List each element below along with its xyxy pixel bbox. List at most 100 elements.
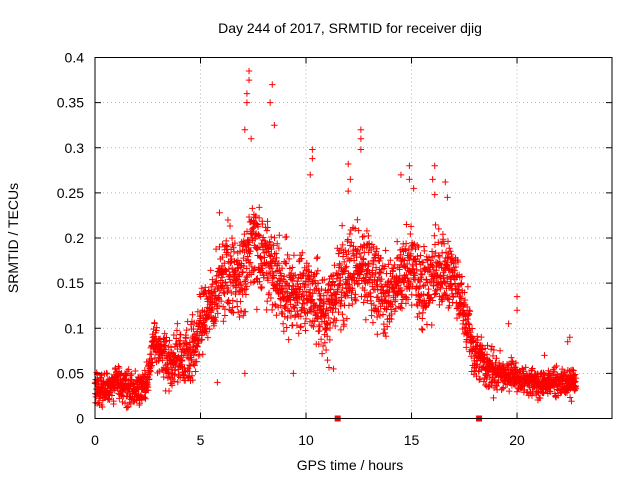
data-point [444,254,451,261]
data-point [105,395,113,402]
data-point [278,265,286,272]
data-point [186,361,193,369]
data-point [346,281,353,288]
data-point [253,245,260,252]
data-point [318,285,325,293]
data-point [297,313,305,320]
data-point [377,269,384,276]
data-point [349,287,356,294]
data-point [256,278,263,285]
data-point [466,307,473,314]
data-point [230,309,237,316]
data-point [241,126,249,133]
axis-ticks: 0 5 10 15 20 0 0.05 0.1 0.15 0.2 0.25 0.3 0.35 0.4 [57,50,612,448]
data-point [188,356,195,364]
data-point [322,325,330,332]
data-point [387,257,394,264]
data-point [373,245,380,252]
data-point [418,325,426,333]
data-point [550,369,558,377]
data-point [194,308,202,315]
data-point [458,279,465,287]
data-point [326,319,334,327]
data-point [541,371,548,378]
data-point [221,312,229,319]
data-point [390,265,397,272]
data-point [264,277,272,284]
data-point [373,313,381,321]
data-point [487,346,495,353]
data-point [333,275,341,282]
data-point [432,290,440,297]
data-point [400,279,408,286]
data-point [568,398,575,405]
data-point [270,242,277,249]
y-tick-label: 0.3 [65,140,85,156]
data-point [273,311,280,319]
data-point [511,364,518,372]
data-point [432,221,439,229]
data-point [290,252,298,259]
data-point [244,272,251,280]
data-point [245,213,253,221]
data-point [404,274,411,282]
data-point [198,285,206,292]
data-point [252,212,260,220]
data-point [168,382,176,389]
data-point [468,325,476,332]
data-point [148,355,155,363]
data-point [463,344,470,351]
data-point [242,276,249,284]
data-point [160,373,167,381]
data-point [344,237,351,245]
data-point [271,234,278,241]
data-point [442,291,449,298]
data-point [439,296,446,303]
data-point [241,286,248,294]
data-point [393,238,401,245]
data-point [224,216,232,224]
data-point [275,244,283,252]
data-point [323,326,330,334]
data-point [243,265,250,272]
data-point [174,378,181,386]
x-tick-label: 20 [509,432,525,448]
data-point [528,392,536,399]
data-point [297,323,305,330]
data-point [214,379,221,386]
data-point [414,302,421,309]
data-point [352,296,359,303]
data-point [148,362,155,369]
data-point [490,394,497,402]
data-point [351,225,359,232]
data-point [110,397,117,405]
data-point [429,297,436,304]
data-point [461,309,468,316]
data-point [228,264,236,272]
data-point [188,372,196,379]
data-point [303,288,310,295]
data-point [454,258,462,266]
data-point [235,288,243,296]
data-point [407,223,415,230]
data-point [316,327,323,335]
data-point [234,303,241,310]
data-point [458,273,466,280]
data-point [256,204,263,211]
data-point [154,369,161,377]
data-point [228,308,236,316]
data-point [385,261,392,268]
data-point [419,326,426,334]
data-point [541,352,548,359]
data-point [382,247,389,254]
data-point [363,227,371,235]
data-point [267,294,275,302]
data-point [177,342,184,350]
data-point [371,277,378,285]
data-point [128,370,135,378]
data-point [334,270,342,277]
data-point [141,394,148,401]
data-point [474,333,481,340]
data-point [234,265,241,272]
